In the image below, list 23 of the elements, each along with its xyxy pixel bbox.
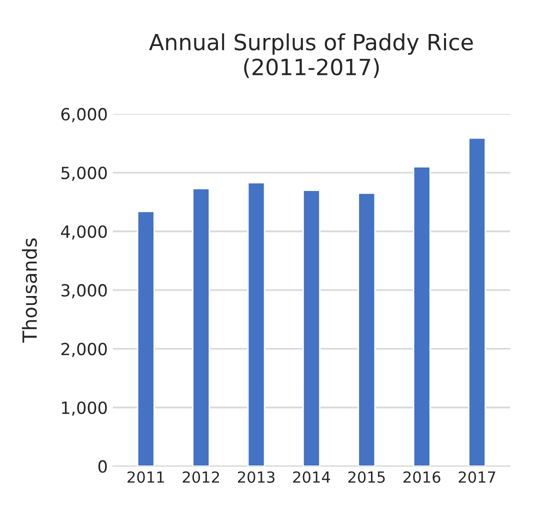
y-tick-label: 3,000: [61, 284, 107, 298]
y-tick-label: 6,000: [61, 108, 107, 122]
x-tick-label: 2012: [182, 471, 219, 483]
y-tick-label: 1,000: [62, 401, 107, 416]
y-tick-label: 0: [98, 460, 107, 473]
x-tick-label: 2013: [238, 471, 274, 483]
y-tick-label: 5,000: [61, 166, 107, 181]
bar: [302, 190, 320, 466]
bar: [136, 210, 155, 466]
bar: [412, 166, 431, 466]
chart-title: Annual Surplus of Paddy Rice (2011-2017): [149, 33, 473, 78]
bar: [358, 192, 376, 466]
x-tick-label: 2017: [458, 471, 496, 483]
y-tick-label: 4,000: [61, 225, 107, 240]
bar: [468, 137, 486, 466]
x-tick-label: 2016: [404, 471, 440, 483]
bar: [192, 188, 210, 466]
x-tick-label: 2011: [128, 471, 164, 483]
y-axis-title: Thousands: [22, 238, 37, 343]
bar: [247, 182, 266, 466]
x-tick-label: 2014: [293, 471, 330, 483]
x-tick-label: 2015: [348, 471, 385, 483]
y-tick-label: 2,000: [61, 342, 107, 358]
